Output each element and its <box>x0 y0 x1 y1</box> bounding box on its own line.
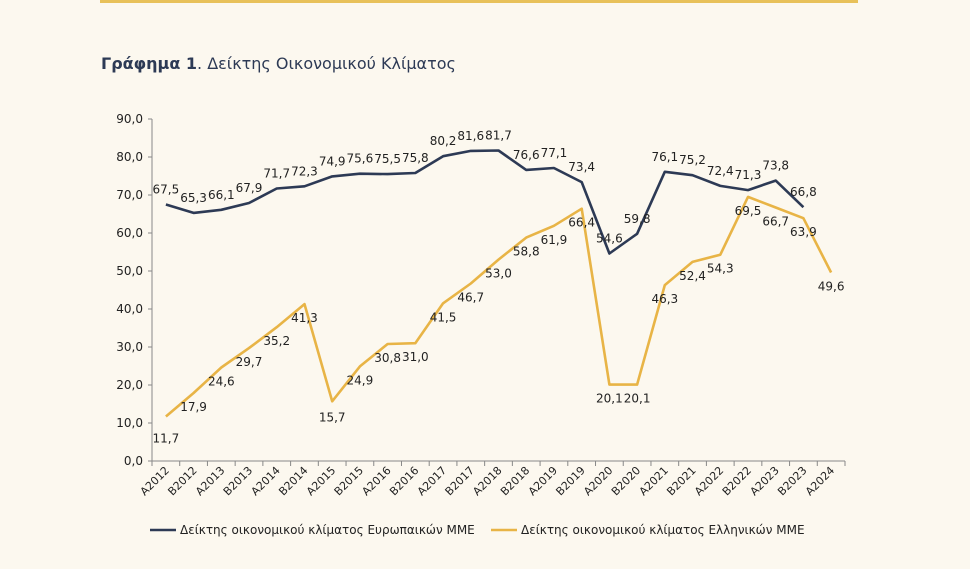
data-label-europe-sme: 80,2 <box>430 134 457 148</box>
chart-title-bold: Γράφημα 1 <box>101 54 198 73</box>
x-tick-label: A2012 <box>138 464 172 498</box>
data-label-greek-sme: 52,4 <box>679 269 706 283</box>
chart-title-rest: . Δείκτης Οικονομικού Κλίματος <box>197 54 456 73</box>
series-line-greek-sme <box>165 195 833 418</box>
data-label-europe-sme: 75,5 <box>374 152 401 166</box>
chart-title: Γράφημα 1. Δείκτης Οικονομικού Κλίματος <box>101 54 456 73</box>
x-tick-label: A2023 <box>748 464 782 498</box>
data-label-greek-sme: 35,2 <box>263 334 290 348</box>
data-label-greek-sme: 15,7 <box>319 410 346 424</box>
data-label-europe-sme: 72,4 <box>707 164 734 178</box>
top-accent-line <box>100 0 858 3</box>
y-tick-label: 10,0 <box>116 416 143 430</box>
data-label-greek-sme: 29,7 <box>236 355 263 369</box>
data-label-europe-sme: 67,9 <box>236 181 263 195</box>
data-label-europe-sme: 67,5 <box>153 183 180 197</box>
data-label-greek-sme: 66,7 <box>762 215 789 229</box>
x-tick-label: B2021 <box>664 464 698 498</box>
legend-label-europe-sme: Δείκτης οικονομικού κλίματος Ευρωπαικών … <box>180 523 475 537</box>
data-label-greek-sme: 63,9 <box>790 225 817 239</box>
data-label-europe-sme: 73,8 <box>762 159 789 173</box>
data-label-greek-sme: 58,8 <box>513 245 540 259</box>
series-line-europe-sme <box>165 149 805 255</box>
y-tick-label: 40,0 <box>116 302 143 316</box>
data-label-greek-sme: 24,9 <box>347 373 374 387</box>
x-tick-label: B2020 <box>609 464 643 498</box>
data-label-greek-sme: 41,5 <box>430 310 457 324</box>
data-label-europe-sme: 75,8 <box>402 151 429 165</box>
data-label-greek-sme: 24,6 <box>208 375 235 389</box>
data-label-greek-sme: 46,7 <box>457 291 484 305</box>
x-tick-label: B2023 <box>775 464 809 498</box>
data-label-greek-sme: 54,3 <box>707 262 734 276</box>
x-tick-label: A2013 <box>193 464 227 498</box>
data-label-greek-sme: 17,9 <box>180 400 207 414</box>
y-tick-label: 70,0 <box>116 188 143 202</box>
data-label-greek-sme: 30,8 <box>374 351 401 365</box>
data-label-europe-sme: 81,6 <box>457 129 484 143</box>
data-label-greek-sme: 20,1 <box>596 392 623 406</box>
y-tick-label: 50,0 <box>116 264 143 278</box>
x-tick-label: B2016 <box>387 464 421 498</box>
data-label-europe-sme: 74,9 <box>319 154 346 168</box>
data-label-europe-sme: 71,3 <box>735 168 762 182</box>
x-tick-label: A2022 <box>692 464 726 498</box>
data-label-europe-sme: 76,6 <box>513 148 540 162</box>
data-label-europe-sme: 73,4 <box>568 160 595 174</box>
data-label-europe-sme: 66,1 <box>208 188 235 202</box>
x-tick-label: B2018 <box>498 464 532 498</box>
x-tick-label: B2013 <box>221 464 255 498</box>
x-tick-label: A2019 <box>526 464 560 498</box>
data-label-greek-sme: 11,7 <box>153 432 180 446</box>
data-label-greek-sme: 46,3 <box>651 292 678 306</box>
data-label-europe-sme: 76,1 <box>651 150 678 164</box>
data-label-europe-sme: 66,8 <box>790 185 817 199</box>
data-label-europe-sme: 59,8 <box>624 212 651 226</box>
x-tick-label: A2016 <box>359 464 393 498</box>
data-label-greek-sme: 49,6 <box>818 280 845 294</box>
data-label-europe-sme: 75,6 <box>347 152 374 166</box>
y-tick-label: 60,0 <box>116 226 143 240</box>
x-tick-label: B2017 <box>443 464 477 498</box>
x-tick-label: B2014 <box>276 464 310 498</box>
data-label-greek-sme: 53,0 <box>485 267 512 281</box>
data-label-europe-sme: 54,6 <box>596 232 623 246</box>
legend-label-greek-sme: Δείκτης οικονομικού κλίματος Ελληνικών Μ… <box>521 523 805 537</box>
y-tick-label: 80,0 <box>116 150 143 164</box>
y-tick-label: 90,0 <box>116 112 143 126</box>
data-label-greek-sme: 66,4 <box>568 216 595 230</box>
x-tick-label: A2014 <box>249 464 283 498</box>
data-label-europe-sme: 75,2 <box>679 153 706 167</box>
data-label-greek-sme: 61,9 <box>541 233 568 247</box>
x-tick-label: B2012 <box>165 464 199 498</box>
data-label-europe-sme: 71,7 <box>263 167 290 181</box>
data-label-europe-sme: 65,3 <box>180 191 207 205</box>
x-tick-label: B2022 <box>720 464 754 498</box>
data-label-greek-sme: 20,1 <box>624 392 651 406</box>
data-label-europe-sme: 77,1 <box>541 146 568 160</box>
x-tick-label: A2017 <box>415 464 449 498</box>
x-tick-label: B2015 <box>332 464 366 498</box>
data-label-greek-sme: 31,0 <box>402 350 429 364</box>
x-tick-label: B2019 <box>553 464 587 498</box>
y-tick-label: 20,0 <box>116 378 143 392</box>
y-tick-label: 0,0 <box>124 454 143 468</box>
y-tick-label: 30,0 <box>116 340 143 354</box>
x-tick-label: A2020 <box>581 464 615 498</box>
x-tick-label: A2021 <box>637 464 671 498</box>
data-label-europe-sme: 81,7 <box>485 129 512 143</box>
data-label-greek-sme: 69,5 <box>735 204 762 218</box>
x-tick-label: A2018 <box>470 464 504 498</box>
x-tick-label: A2015 <box>304 464 338 498</box>
x-tick-label: A2024 <box>803 464 837 498</box>
data-label-greek-sme: 41,3 <box>291 311 318 325</box>
data-label-europe-sme: 72,3 <box>291 164 318 178</box>
